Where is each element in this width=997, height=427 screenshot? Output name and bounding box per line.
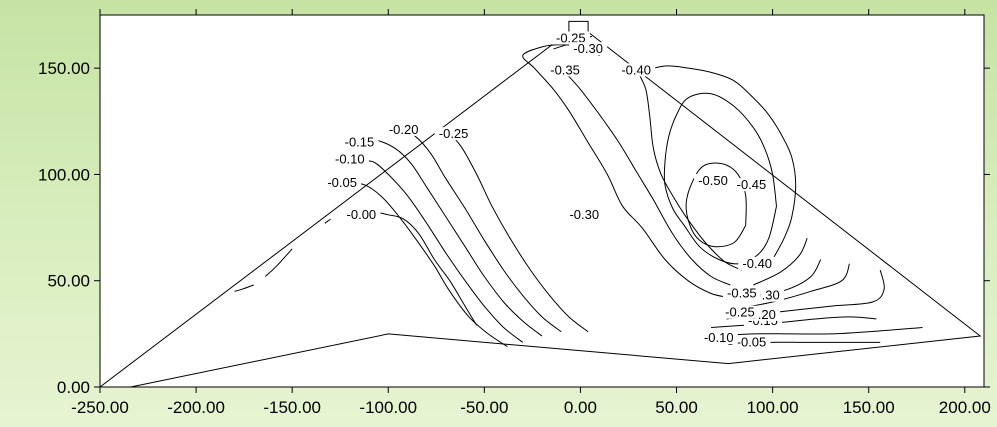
contour-lines: [234, 35, 923, 348]
contour-label-bg: [342, 207, 381, 221]
contour-label-bg: [384, 122, 423, 136]
contour-label: -0.35: [546, 62, 585, 77]
y-tick-label: 50.00: [47, 272, 90, 291]
contour-label-text: -0.30: [569, 207, 599, 222]
contour-line: [637, 72, 743, 271]
contour-label-text: -0.00: [347, 207, 377, 222]
contour-label-bg: [551, 31, 590, 45]
contour-label-bg: [434, 127, 473, 141]
contour-label: -0.15: [340, 135, 379, 150]
contour-line: [445, 129, 589, 333]
contour-line: [663, 92, 777, 265]
contour-line: [753, 237, 808, 286]
x-tick-label: 0.00: [564, 398, 597, 417]
x-tick-label: -150.00: [263, 398, 321, 417]
contour-label: -0.25: [720, 305, 759, 320]
outline-polygon: [98, 20, 982, 388]
contour-level: [685, 162, 747, 248]
contour-label: -0.40: [617, 62, 656, 77]
contour-line: [264, 248, 293, 277]
contour-level: [637, 65, 797, 271]
x-tick-label: 150.00: [843, 398, 895, 417]
contour-label-text: -0.40: [621, 62, 651, 77]
contour-label-text: -0.05: [737, 334, 767, 349]
contour-label-text: -0.50: [698, 173, 728, 188]
contour-line: [685, 162, 747, 248]
contour-line: [637, 65, 797, 260]
contour-label: -0.00: [342, 207, 381, 222]
contour-label-bg: [546, 63, 585, 77]
contour-line: [234, 284, 254, 292]
x-tick-label: 100.00: [747, 398, 799, 417]
contour-label: -0.30: [569, 41, 608, 56]
contour-label: -0.05: [323, 175, 362, 190]
x-tick-label: -200.00: [167, 398, 225, 417]
contour-line: [714, 327, 923, 337]
contour-label: -0.35: [722, 286, 761, 301]
domain-outline: [98, 20, 982, 388]
y-tick-label: 150.00: [38, 59, 90, 78]
contour-level: [663, 92, 777, 265]
contour-label-bg: [722, 286, 761, 300]
contour-label: -0.20: [384, 122, 423, 137]
contour-label-text: -0.25: [556, 31, 586, 46]
contour-label-bg: [738, 256, 777, 270]
contour-label-bg: [720, 305, 759, 319]
contour-label-text: -0.35: [550, 62, 580, 77]
contour-label-bg: [569, 42, 608, 56]
contour-label-bg: [694, 173, 733, 187]
x-tick-label: -250.00: [71, 398, 129, 417]
contour-label-bg: [617, 63, 656, 77]
contour-label: -0.40: [738, 256, 777, 271]
contour-label: -0.10: [330, 152, 369, 167]
contour-label: -0.05: [732, 334, 771, 349]
contour-line: [522, 44, 731, 299]
contour-label-text: -0.25: [725, 305, 755, 320]
contour-label-text: -0.40: [742, 256, 772, 271]
contour-line: [357, 139, 543, 337]
contour-label-text: -0.15: [345, 135, 375, 150]
plot-area: [99, 14, 985, 388]
contour-label: -0.45: [732, 177, 771, 192]
x-tick-label: -100.00: [359, 398, 417, 417]
contour-line: [401, 129, 562, 333]
contour-label-bg: [565, 207, 604, 221]
contour-label-bg: [323, 176, 362, 190]
contour-label-text: -0.10: [704, 330, 734, 345]
y-tick-label: 100.00: [38, 165, 90, 184]
contour-label: -0.25: [551, 31, 590, 46]
contour-line: [557, 63, 731, 286]
x-tick-label: 50.00: [655, 398, 698, 417]
contour-label-bg: [732, 335, 771, 349]
axis-ticks: -250.00 -200.00 -150.00 -100.00 -50.00 0.00 50…: [38, 9, 991, 417]
contour-label-text: -0.05: [327, 175, 357, 190]
contour-label: -0.50: [694, 173, 733, 188]
contour-label: -0.10: [699, 330, 738, 345]
contour-label-text: -0.30: [573, 41, 603, 56]
contour-label-text: -0.45: [737, 177, 767, 192]
contour-label-text: -0.35: [727, 286, 757, 301]
x-tick-label: 200.00: [939, 398, 991, 417]
contour-label: -0.30: [565, 207, 604, 222]
contour-label-bg: [699, 331, 738, 345]
contour-label-bg: [330, 152, 369, 166]
y-tick-label: 0.00: [57, 378, 90, 397]
contour-label: -0.25: [434, 126, 473, 141]
contour-label-text: -0.25: [439, 126, 469, 141]
contour-labels: -0.00-0.05-0.05-0.10-0.10-0.15-0.15-0.20…: [323, 31, 784, 349]
x-tick-label: -50.00: [460, 398, 508, 417]
contour-line: [324, 218, 331, 224]
contour-label-bg: [340, 135, 379, 149]
contour-label-bg: [732, 178, 771, 192]
contour-line: [726, 263, 850, 311]
contour-label-text: -0.20: [389, 122, 419, 137]
contour-label-text: -0.10: [335, 152, 365, 167]
